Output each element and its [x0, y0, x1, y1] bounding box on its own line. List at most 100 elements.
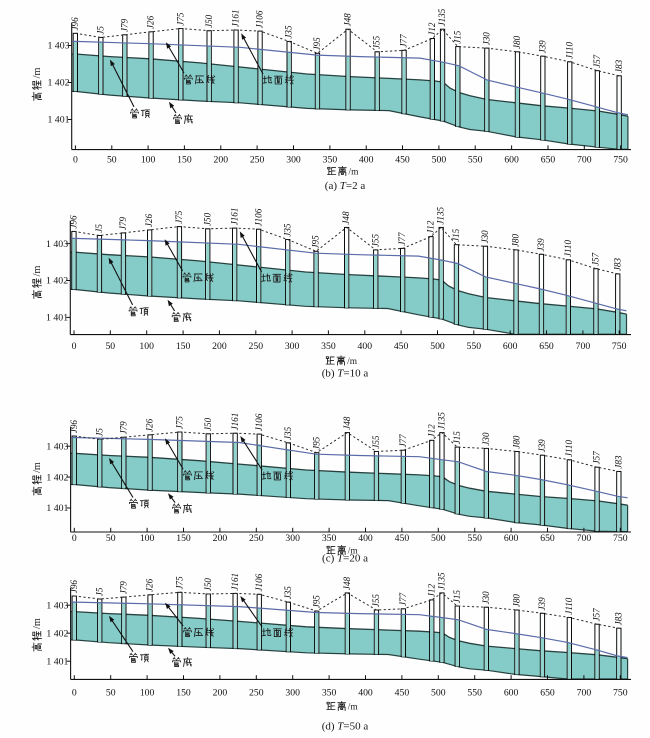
svg-text:0: 0 — [72, 688, 77, 699]
svg-text:750: 750 — [612, 341, 627, 352]
svg-text:(b) T=10 a: (b) T=10 a — [322, 367, 369, 379]
svg-text:J135: J135 — [437, 8, 447, 26]
svg-text:350: 350 — [322, 533, 337, 544]
svg-text:J96: J96 — [70, 17, 80, 31]
svg-text:J35: J35 — [282, 223, 292, 237]
svg-text:J161: J161 — [230, 413, 240, 431]
svg-text:J77: J77 — [397, 232, 407, 246]
svg-text:J12: J12 — [427, 22, 437, 36]
svg-text:J30: J30 — [482, 32, 492, 46]
svg-text:J5: J5 — [94, 428, 104, 437]
svg-text:J83: J83 — [613, 612, 623, 626]
svg-text:150: 150 — [176, 341, 191, 352]
svg-text:J95: J95 — [312, 37, 322, 51]
svg-text:1 402: 1 402 — [46, 628, 68, 639]
svg-text:500: 500 — [432, 155, 447, 166]
svg-text:J39: J39 — [538, 40, 548, 54]
svg-text:J50: J50 — [202, 212, 212, 226]
svg-text:J110: J110 — [563, 240, 573, 257]
svg-text:J79: J79 — [118, 217, 128, 231]
svg-text:J75: J75 — [175, 416, 185, 430]
svg-text:1 403: 1 403 — [46, 239, 68, 250]
svg-text:300: 300 — [285, 688, 300, 699]
svg-text:J75: J75 — [175, 576, 185, 590]
svg-text:750: 750 — [613, 688, 628, 699]
svg-text:50: 50 — [106, 688, 116, 699]
svg-text:600: 600 — [504, 155, 519, 166]
svg-text:1 401: 1 401 — [46, 656, 68, 667]
svg-text:J106: J106 — [253, 208, 263, 226]
svg-text:/m: /m — [349, 167, 360, 177]
svg-text:J26: J26 — [146, 15, 156, 29]
svg-text:(c) T=20 a: (c) T=20 a — [322, 552, 368, 564]
svg-text:J106: J106 — [255, 10, 265, 28]
svg-text:J80: J80 — [512, 435, 522, 449]
svg-text:1 403: 1 403 — [46, 600, 68, 611]
svg-text:J106: J106 — [254, 573, 264, 591]
svg-text:J50: J50 — [204, 14, 214, 28]
svg-text:0: 0 — [73, 155, 78, 166]
svg-text:J55: J55 — [370, 234, 380, 248]
svg-text:J96: J96 — [69, 420, 79, 434]
svg-text:1 401: 1 401 — [46, 503, 68, 514]
svg-text:J83: J83 — [613, 455, 623, 469]
svg-text:J83: J83 — [614, 59, 624, 73]
svg-text:300: 300 — [286, 155, 301, 166]
svg-text:1 403: 1 403 — [46, 441, 68, 452]
svg-text:450: 450 — [395, 533, 410, 544]
svg-text:J106: J106 — [254, 413, 264, 431]
svg-text:700: 700 — [577, 688, 592, 699]
svg-text:J83: J83 — [612, 258, 622, 272]
svg-text:100: 100 — [139, 341, 154, 352]
svg-text:J12: J12 — [426, 220, 436, 234]
svg-text:J95: J95 — [311, 436, 321, 450]
svg-text:J30: J30 — [481, 432, 491, 446]
svg-text:J15: J15 — [452, 30, 462, 44]
svg-text:550: 550 — [467, 341, 482, 352]
svg-text:250: 250 — [249, 688, 264, 699]
svg-text:100: 100 — [140, 688, 155, 699]
svg-text:J15: J15 — [451, 228, 461, 242]
svg-text:J12: J12 — [426, 424, 436, 438]
svg-text:250: 250 — [249, 341, 264, 352]
svg-text:400: 400 — [358, 341, 373, 352]
svg-text:J5: J5 — [94, 587, 104, 596]
svg-text:J26: J26 — [144, 214, 154, 228]
svg-text:J39: J39 — [536, 238, 546, 252]
svg-text:J110: J110 — [564, 42, 574, 59]
svg-text:/m: /m — [32, 67, 43, 78]
svg-text:600: 600 — [503, 341, 518, 352]
svg-text:J50: J50 — [203, 417, 213, 431]
svg-text:150: 150 — [177, 155, 192, 166]
svg-text:600: 600 — [504, 688, 519, 699]
svg-text:600: 600 — [504, 533, 519, 544]
svg-text:J5: J5 — [94, 224, 104, 233]
svg-text:J80: J80 — [511, 234, 521, 248]
svg-text:J50: J50 — [203, 578, 213, 592]
svg-text:J30: J30 — [481, 591, 491, 605]
svg-text:/m: /m — [32, 462, 43, 473]
svg-text:1 403: 1 403 — [47, 41, 69, 52]
svg-text:J77: J77 — [398, 434, 408, 448]
svg-text:50: 50 — [106, 533, 116, 544]
svg-text:J77: J77 — [398, 592, 408, 606]
svg-text:J57: J57 — [592, 608, 602, 622]
svg-text:J26: J26 — [145, 418, 155, 432]
svg-text:J48: J48 — [342, 577, 352, 591]
svg-text:J79: J79 — [118, 581, 128, 595]
svg-text:100: 100 — [141, 155, 156, 166]
svg-text:J48: J48 — [341, 211, 351, 225]
svg-text:J80: J80 — [512, 594, 522, 608]
svg-text:150: 150 — [176, 533, 191, 544]
svg-text:0: 0 — [72, 533, 77, 544]
svg-text:100: 100 — [140, 533, 155, 544]
svg-text:400: 400 — [358, 688, 373, 699]
svg-text:J79: J79 — [119, 18, 129, 32]
svg-text:/m: /m — [348, 702, 359, 712]
svg-text:J48: J48 — [343, 13, 353, 27]
svg-text:650: 650 — [541, 155, 556, 166]
svg-text:200: 200 — [213, 533, 228, 544]
svg-text:500: 500 — [431, 533, 446, 544]
svg-text:J15: J15 — [452, 431, 462, 445]
svg-text:450: 450 — [395, 155, 410, 166]
